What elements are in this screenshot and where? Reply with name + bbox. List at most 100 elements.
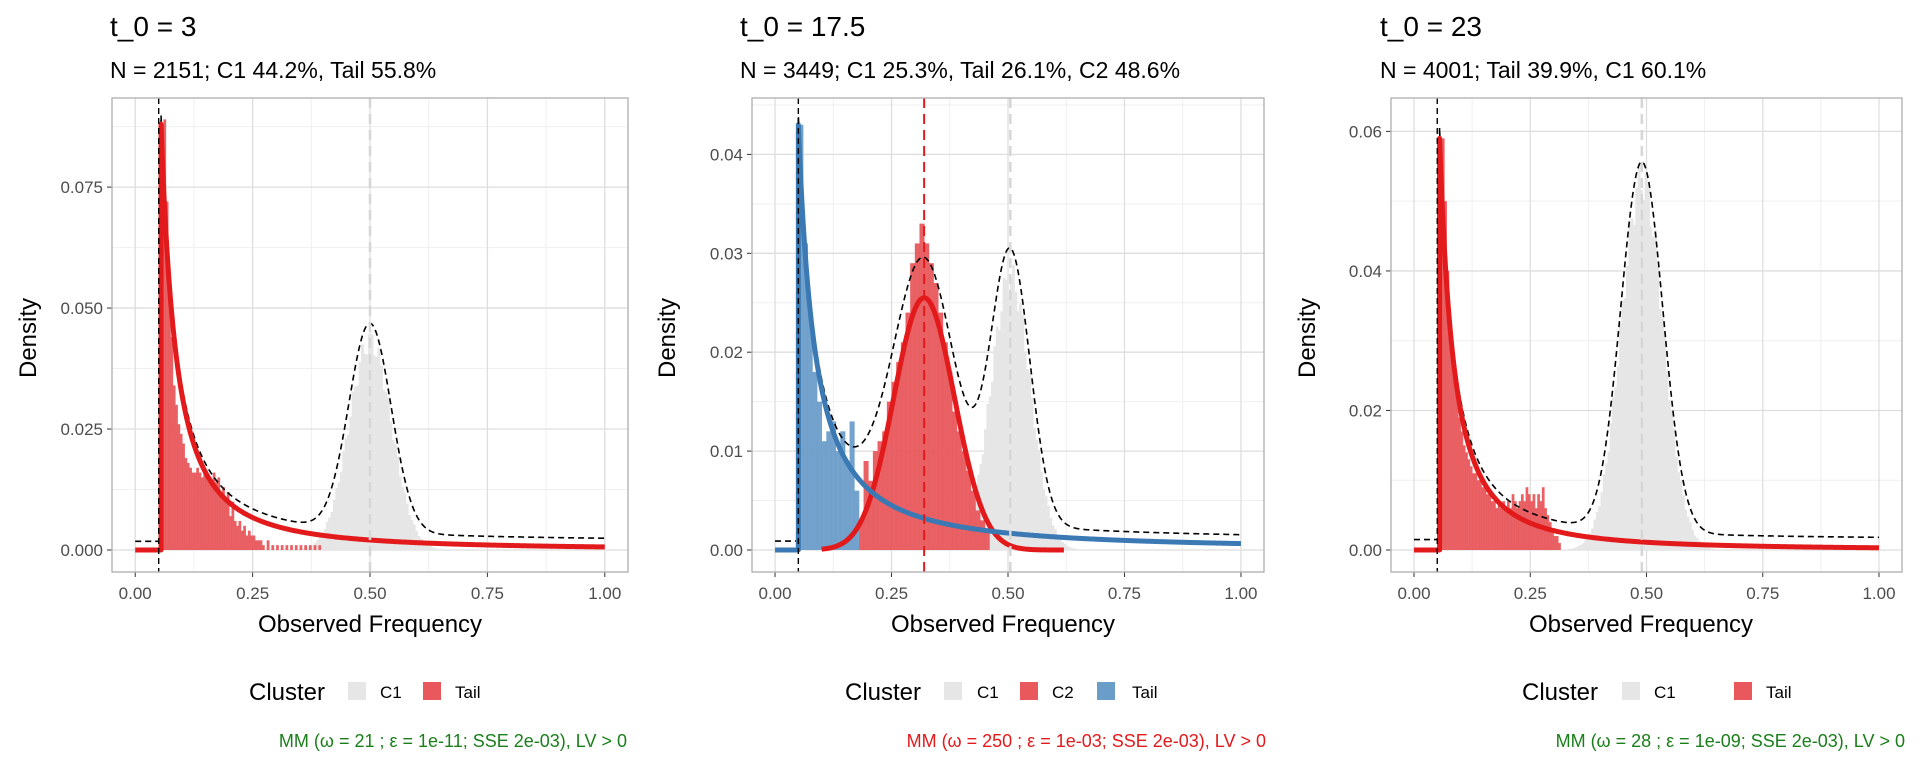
- bar-c2: [942, 342, 948, 550]
- bar-tail: [1509, 508, 1513, 550]
- x-tick-label: 0.00: [1397, 584, 1430, 603]
- bar-c1: [988, 396, 992, 550]
- legend-key-c1: [348, 682, 366, 700]
- bar-tail: [1490, 501, 1494, 550]
- y-tick-label: 0.025: [60, 420, 103, 439]
- bar-c2: [882, 431, 888, 550]
- legend-key-c1: [944, 682, 962, 700]
- bar-c1: [424, 543, 428, 550]
- panel-1: t_0 = 3 N = 2151; C1 44.2%, Tail 55.8% O…: [15, 11, 629, 751]
- bar-tail: [196, 467, 200, 550]
- curve-c2: [820, 295, 1066, 553]
- bar-c1: [1709, 548, 1713, 550]
- bar-tail: [1486, 494, 1489, 550]
- bar-c1: [1067, 547, 1071, 550]
- bar-c1: [1018, 303, 1022, 550]
- bar-c1: [408, 514, 411, 550]
- bar-c1: [1653, 230, 1657, 550]
- bar-c1: [318, 537, 322, 550]
- bar-c1: [311, 544, 315, 550]
- panel-title: t_0 = 23: [1380, 11, 1482, 42]
- bar-c1: [1593, 519, 1597, 550]
- bar-tail: [798, 124, 804, 550]
- x-axis-title: Observed Frequency: [1529, 611, 1753, 638]
- bar-tail: [226, 491, 230, 550]
- y-tick-label: 0.000: [60, 541, 103, 560]
- legend-key-tail: [1097, 682, 1115, 700]
- bar-tail: [168, 283, 171, 550]
- bar-c1: [1705, 546, 1709, 550]
- bar-c1: [316, 539, 320, 550]
- bar-c1: [342, 451, 346, 550]
- bar-c1: [361, 344, 365, 550]
- bar-c1: [328, 517, 332, 550]
- bar-c1: [1605, 463, 1609, 550]
- bar-tail: [1523, 501, 1526, 550]
- x-axis-title: Observed Frequency: [891, 611, 1115, 638]
- y-tick-label: 0.04: [710, 145, 743, 164]
- bar-tail: [1553, 536, 1557, 550]
- bar-c2: [900, 342, 906, 550]
- y-tick-label: 0.075: [60, 178, 103, 197]
- bar-tail: [1481, 487, 1485, 550]
- legend-key-tail: [1734, 682, 1752, 700]
- bar-c1: [1665, 370, 1669, 550]
- x-tick-label: 0.75: [1108, 584, 1141, 603]
- y-tick-label: 0.00: [710, 541, 743, 560]
- bar-tail: [217, 477, 221, 550]
- bar-c1: [1002, 278, 1006, 550]
- bar-c1: [1598, 505, 1602, 550]
- mixture-density-line: [775, 115, 1241, 542]
- bar-c1: [1032, 427, 1036, 550]
- panel-title: t_0 = 17.5: [740, 11, 865, 42]
- y-tick-label: 0.050: [60, 299, 103, 318]
- bar-c1: [1009, 277, 1013, 550]
- bar-c1: [1056, 534, 1060, 550]
- bar-c1: [1588, 533, 1592, 550]
- bar-tail: [840, 431, 846, 550]
- bar-tail: [198, 472, 202, 550]
- bar-c1: [1016, 311, 1020, 550]
- bar-c1: [1577, 546, 1581, 550]
- bar-c1: [1667, 399, 1671, 550]
- bar-c1: [1679, 480, 1683, 550]
- bar-c2: [952, 411, 958, 550]
- bar-tail: [252, 535, 256, 550]
- bar-tail: [1537, 494, 1540, 550]
- model-annotation: MM (ω = 28 ; ε = 1e-09; SSE 2e-03), LV >…: [1556, 731, 1905, 751]
- bar-c1: [344, 438, 348, 550]
- bar-c2: [858, 520, 864, 550]
- bar-c1: [398, 476, 402, 550]
- x-tick-label: 0.75: [1746, 584, 1779, 603]
- bar-c1: [1672, 428, 1676, 550]
- bar-tail: [1495, 508, 1499, 550]
- bar-c1: [372, 355, 376, 550]
- bar-c1: [426, 545, 430, 550]
- curve-tail: [1413, 135, 1881, 553]
- bar-c1: [363, 353, 367, 550]
- bar-tail: [1467, 459, 1471, 550]
- bar-tail: [318, 545, 322, 550]
- bar-c2: [933, 282, 939, 550]
- bar-tail: [299, 545, 303, 550]
- plot-area: 0.00 0.25 0.50 0.75 1.00 0.00 0.02 0.04 0.06: [1349, 97, 1903, 603]
- bar-c1: [358, 362, 362, 550]
- bar-tail: [1474, 473, 1478, 550]
- bar-tail: [1476, 480, 1480, 550]
- x-tick-label: 0.00: [119, 584, 152, 603]
- bar-c1: [375, 356, 379, 550]
- bar-c1: [1716, 549, 1720, 550]
- bar-tail: [219, 496, 223, 550]
- bar-tail: [826, 431, 832, 550]
- bar-c1: [1053, 529, 1057, 550]
- bar-tail: [1488, 494, 1492, 550]
- bar-tail: [179, 433, 183, 550]
- bar-c2: [886, 401, 892, 550]
- bar-c1: [323, 529, 327, 550]
- bar-tail: [1462, 445, 1466, 550]
- bar-c1: [1626, 266, 1629, 550]
- bar-tail: [1548, 522, 1552, 550]
- bar-tail: [821, 441, 827, 550]
- bar-c1: [1619, 323, 1622, 550]
- bar-tail: [163, 119, 167, 551]
